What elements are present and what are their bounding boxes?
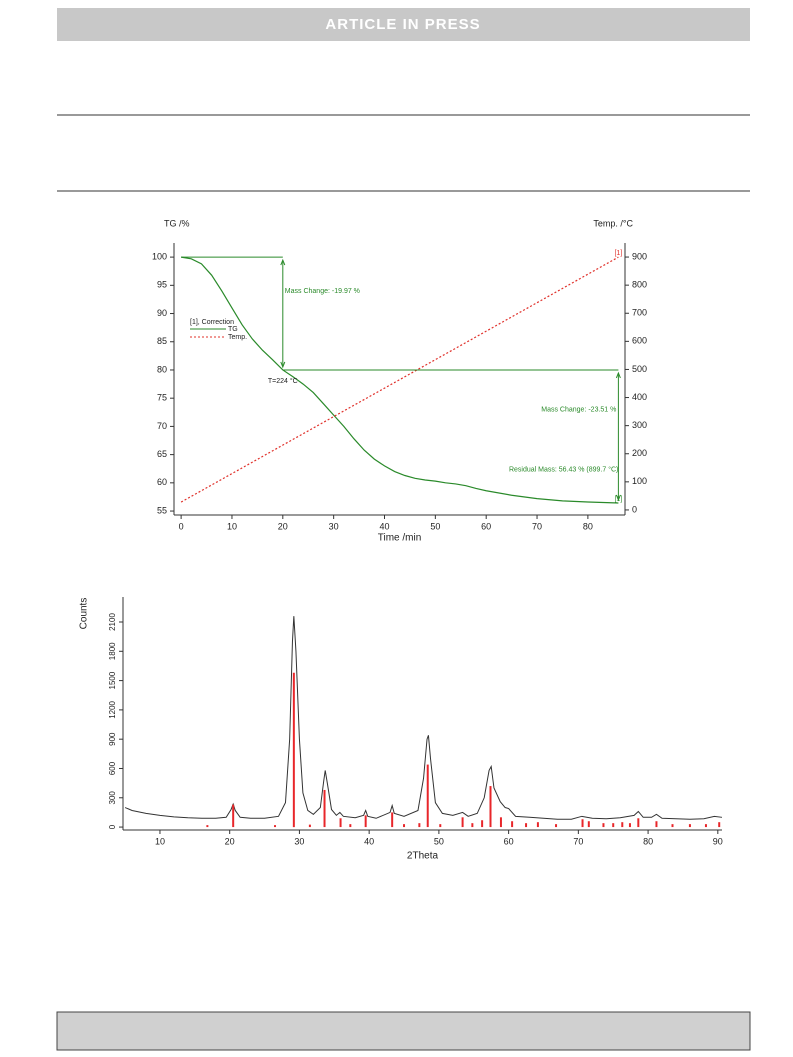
y2-tick-label: 700	[632, 308, 647, 318]
series-line	[181, 256, 619, 504]
x-tick-label: 80	[583, 521, 593, 531]
x-tick-label: 40	[364, 836, 374, 846]
y2-tick-label: 800	[632, 280, 647, 290]
y-axis-label: TG /%	[164, 218, 190, 228]
x-tick-label: 30	[294, 836, 304, 846]
banner-bar	[57, 8, 750, 41]
legend-title: [1], Correction	[190, 319, 234, 326]
y2-tick-label: 500	[632, 364, 647, 374]
y-tick-label: 95	[157, 280, 167, 290]
x-tick-label: 50	[430, 521, 440, 531]
x-tick-label: 70	[532, 521, 542, 531]
step-label: Mass Change: -23.51 %	[541, 407, 616, 414]
y-tick-label: 2100	[108, 613, 117, 631]
x-tick-label: 10	[227, 521, 237, 531]
legend-label: Temp.	[228, 334, 247, 341]
x-tick-label: 60	[481, 521, 491, 531]
y-tick-label: 1200	[108, 700, 117, 718]
y2-tick-label: 300	[632, 420, 647, 430]
arrow-head	[615, 371, 621, 502]
end-tag: [1]	[614, 250, 622, 257]
y-tick-label: 900	[108, 732, 117, 746]
annotation: T=224 °C	[268, 377, 298, 385]
y2-tick-label: 900	[632, 251, 647, 261]
x-tick-label: 70	[573, 836, 583, 846]
x-tick-label: 0	[179, 521, 184, 531]
y2-axis-label: Temp. /°C	[593, 218, 633, 228]
x-axis-label: Time /min	[378, 533, 422, 544]
y-tick-label: 85	[157, 336, 167, 346]
y-tick-label: 600	[108, 761, 117, 775]
x-tick-label: 20	[278, 521, 288, 531]
y-tick-label: 300	[108, 791, 117, 805]
y-tick-label: 75	[157, 393, 167, 403]
y-tick-label: 0	[108, 824, 117, 829]
y-tick-label: 1500	[108, 671, 117, 689]
y2-tick-label: 200	[632, 448, 647, 458]
arrow-head	[280, 258, 286, 369]
y-axis-label: Counts	[79, 598, 90, 630]
x-tick-label: 20	[225, 836, 235, 846]
series-line	[180, 256, 619, 503]
legend-label: TG	[228, 326, 238, 333]
y-tick-label: 100	[152, 251, 167, 261]
y-tick-label: 70	[157, 421, 167, 431]
x-tick-label: 40	[379, 521, 389, 531]
y2-tick-label: 100	[632, 476, 647, 486]
y-tick-label: 55	[157, 505, 167, 515]
banner: ARTICLE IN PRESS	[325, 16, 480, 33]
footer-box	[56, 1011, 751, 1051]
annotation: Residual Mass: 56.43 % (899.7 °C)	[509, 466, 618, 474]
series-line	[124, 616, 723, 820]
step-label: Mass Change: -19.97 %	[285, 288, 360, 295]
y-tick-label: 80	[157, 364, 167, 374]
x-tick-label: 80	[643, 836, 653, 846]
y-tick-label: 1800	[108, 642, 117, 660]
x-tick-label: 50	[434, 836, 444, 846]
x-tick-label: 10	[155, 836, 165, 846]
x-tick-label: 30	[329, 521, 339, 531]
y-tick-label: 90	[157, 308, 167, 318]
x-tick-label: 90	[713, 836, 723, 846]
y2-tick-label: 400	[632, 392, 647, 402]
x-axis-label: 2Theta	[407, 851, 439, 862]
y2-tick-label: 600	[632, 336, 647, 346]
y2-tick-label: 0	[632, 504, 637, 514]
y-tick-label: 60	[157, 477, 167, 487]
x-tick-label: 60	[504, 836, 514, 846]
y-tick-label: 65	[157, 449, 167, 459]
